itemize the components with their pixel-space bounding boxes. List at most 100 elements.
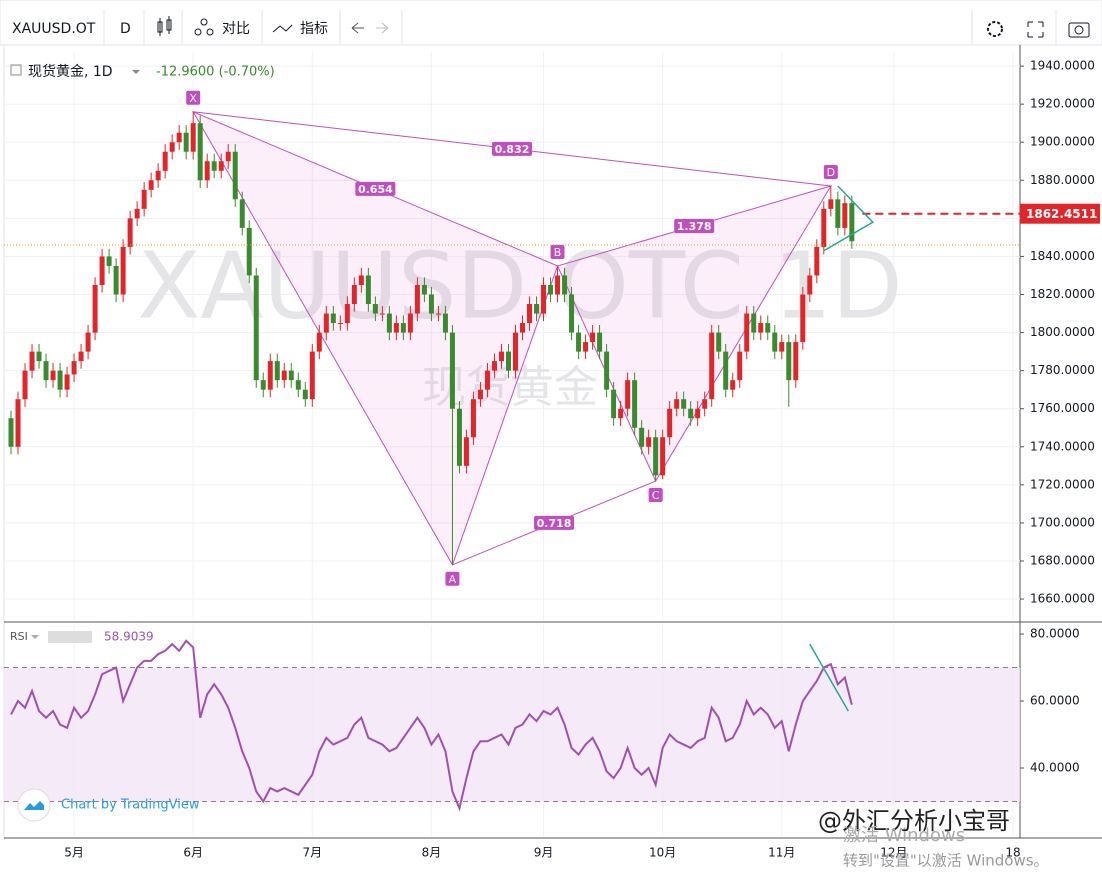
candle-body <box>414 284 420 314</box>
candle-body <box>386 313 392 333</box>
plot: 0.654 0.832 1.378 0.718 X A B C D <box>4 90 1020 812</box>
fullscreen[interactable] <box>1027 21 1044 38</box>
candle-body <box>400 323 406 333</box>
tv-logo[interactable] <box>17 788 51 822</box>
activate-hint: 转到"设置"以激活 Windows。 <box>843 852 1049 870</box>
candle-body <box>43 361 49 381</box>
compare-icon[interactable] <box>194 18 214 36</box>
candle-body <box>22 370 28 400</box>
candle-body <box>176 132 182 143</box>
indicators[interactable]: 指标 <box>300 21 328 37</box>
candle-body <box>442 313 448 333</box>
y-tick-label: 1840.0000 <box>1030 249 1095 263</box>
x-tick-label: 18 <box>1005 846 1020 860</box>
candle-body <box>183 132 189 152</box>
candle-body <box>681 399 687 409</box>
legend-caret[interactable] <box>132 70 140 74</box>
undo[interactable] <box>351 22 364 34</box>
y-tick-label: 40.0000 <box>1030 761 1080 775</box>
indicator-icon[interactable] <box>272 24 293 33</box>
candle-body <box>309 351 315 400</box>
symbol[interactable]: XAUUSD.OT <box>12 21 96 37</box>
candle-body <box>197 123 203 181</box>
candle-body <box>435 313 441 315</box>
candle-body <box>779 342 785 352</box>
y-tick-label: 1720.0000 <box>1030 477 1095 491</box>
candle-body <box>646 437 652 447</box>
ratio-box <box>492 141 532 156</box>
candle-body <box>765 323 771 333</box>
redo[interactable] <box>376 22 389 34</box>
candle-body <box>702 399 708 409</box>
candle-icon[interactable] <box>157 16 172 36</box>
candle-body <box>463 437 469 466</box>
candle-body <box>611 389 617 419</box>
candle-body <box>688 408 694 419</box>
snapshot[interactable] <box>1068 22 1090 38</box>
legend-icon <box>10 64 22 76</box>
candle-body <box>498 351 504 362</box>
tv-logo-mark <box>24 801 44 810</box>
rsi-label: RSI <box>10 630 28 643</box>
candle-body <box>695 408 701 419</box>
x-tick-label: 12月 <box>880 846 907 860</box>
candle-body <box>800 294 806 343</box>
candle-body <box>295 380 301 390</box>
branding[interactable]: Chart by TradingView <box>61 798 200 813</box>
candle-body <box>211 161 217 171</box>
candle-body <box>169 142 175 152</box>
candle-body <box>337 323 343 325</box>
x-tick-label: 10月 <box>649 846 676 860</box>
y-tick-label: 1780.0000 <box>1030 363 1095 377</box>
candle-body <box>772 332 778 352</box>
legend-change: -12.9600 (-0.70%) <box>156 65 275 80</box>
candle-body <box>477 389 483 400</box>
candle-body <box>428 294 434 314</box>
candle-body <box>520 323 526 333</box>
point-box <box>823 165 838 180</box>
settings[interactable] <box>987 21 1003 37</box>
candle-body <box>505 351 511 371</box>
candle-body <box>548 284 554 295</box>
candle-body <box>632 380 638 428</box>
candle-body <box>653 437 659 476</box>
compare[interactable]: 对比 <box>222 21 250 37</box>
rsi-buttons[interactable] <box>48 631 92 643</box>
candle-body <box>365 275 371 305</box>
candle-body <box>302 389 308 400</box>
x-tick-label: 8月 <box>422 846 442 860</box>
candle-body <box>828 199 834 209</box>
candle-body <box>393 323 399 333</box>
overlay: 5月 6月 7月 8月 9月 10月 11月 12月 18 1660.0000 1680.0000 1… <box>64 59 1100 870</box>
candle-body <box>849 203 855 242</box>
candle-body <box>155 170 161 181</box>
y-tick-label: 1760.0000 <box>1030 401 1095 415</box>
candle-body <box>604 351 610 390</box>
candle-body <box>456 408 462 466</box>
candle-body <box>470 399 476 438</box>
candle-body <box>835 199 841 228</box>
candle-body <box>555 275 561 295</box>
interval[interactable]: D <box>120 21 131 37</box>
candle-body <box>541 284 547 314</box>
candle-body <box>449 332 455 409</box>
candle-body <box>162 151 168 171</box>
y-tick-label: 80.0000 <box>1030 627 1080 641</box>
candle-body <box>421 284 427 295</box>
candle-body <box>597 332 603 352</box>
candle-body <box>78 351 84 362</box>
candle-body <box>50 370 56 381</box>
candle-body <box>758 323 764 333</box>
rsi-caret[interactable] <box>31 635 39 639</box>
x-tick-label: 5月 <box>64 846 84 860</box>
point-label: B <box>554 246 562 259</box>
candle-body <box>709 332 715 400</box>
legend-name: 现货黄金, 1D <box>28 63 113 80</box>
candle-body <box>141 189 147 209</box>
candle-body <box>323 313 329 333</box>
price-box <box>1020 203 1100 224</box>
ratio-label: 0.832 <box>495 143 530 156</box>
candle-body <box>127 218 133 247</box>
candle-body <box>351 284 357 305</box>
